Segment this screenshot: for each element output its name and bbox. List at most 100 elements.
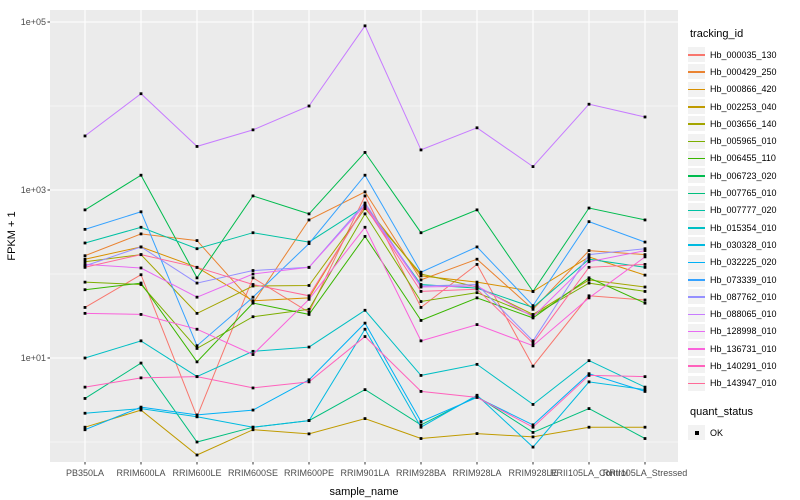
data-point: [307, 380, 311, 384]
data-point: [587, 296, 591, 300]
x-tick-label: RRIM600SE: [227, 468, 279, 478]
series-color-line-icon: [688, 348, 705, 350]
y-tick-label: 1e+01: [20, 352, 46, 363]
series-color-line-icon: [688, 330, 705, 333]
x-tick-label: RRIM928LE: [508, 468, 558, 478]
data-point: [363, 212, 367, 216]
legend-item: Hb_087762_010: [688, 288, 800, 305]
data-point: [531, 304, 535, 308]
legend-item-label: Hb_006723_020: [710, 170, 777, 181]
data-point: [643, 240, 647, 244]
data-point: [587, 407, 591, 410]
data-point: [643, 385, 647, 389]
data-point: [587, 102, 591, 106]
y-tick-label: 1e+05: [20, 16, 46, 27]
data-point: [643, 425, 647, 429]
data-point: [195, 413, 199, 417]
data-point: [307, 419, 311, 422]
data-point: [251, 425, 255, 429]
data-point: [475, 126, 479, 130]
data-point: [307, 284, 311, 287]
legend-item-label: Hb_007777_020: [710, 205, 777, 216]
data-point: [139, 245, 143, 249]
data-point: [531, 425, 535, 429]
legend-quant-section: quant_status OK: [688, 406, 800, 441]
data-point: [251, 276, 255, 280]
data-point: [307, 212, 311, 216]
legend-item-label: Hb_030328_010: [710, 239, 777, 250]
data-point: [139, 273, 143, 277]
data-point: [139, 405, 143, 409]
data-point: [307, 104, 311, 108]
legend-item-label: Hb_000866_420: [710, 84, 777, 95]
data-point: [587, 220, 591, 224]
data-point: [363, 388, 367, 392]
data-point: [419, 425, 423, 429]
data-point: [587, 359, 591, 363]
data-point: [419, 148, 423, 152]
data-point: [531, 435, 535, 439]
legend-item-label: Hb_003656_140: [710, 118, 777, 129]
data-point: [251, 272, 255, 276]
data-point: [83, 264, 87, 268]
data-point: [83, 265, 87, 269]
data-point: [587, 380, 591, 384]
data-point: [419, 423, 423, 427]
data-point: [307, 296, 311, 300]
legend-key-line-icon: [688, 133, 705, 149]
data-point: [531, 423, 535, 427]
data-point: [83, 385, 87, 389]
series-color-line-icon: [688, 261, 705, 264]
data-point: [307, 310, 311, 314]
data-point: [587, 425, 591, 429]
data-point: [83, 241, 87, 245]
data-point: [475, 245, 479, 249]
legend-key-line-icon: [688, 99, 705, 115]
data-point: [531, 339, 535, 343]
data-point: [251, 295, 255, 299]
legend-key-line-icon: [688, 168, 705, 184]
x-tick-label: RRIM600PE: [283, 468, 335, 478]
data-point: [139, 92, 143, 96]
legend-item-label: Hb_000429_250: [710, 66, 777, 77]
series-color-line-icon: [688, 88, 705, 91]
data-point: [195, 265, 199, 269]
data-point: [251, 353, 255, 356]
series-color-line-icon: [688, 123, 705, 125]
data-point: [419, 270, 423, 274]
data-point: [307, 294, 311, 298]
data-point: [475, 393, 479, 397]
data-point: [307, 378, 311, 382]
data-point: [251, 284, 255, 288]
data-point: [83, 227, 87, 231]
legend-item-label: Hb_005965_010: [710, 136, 777, 147]
data-point: [195, 375, 199, 379]
data-point: [83, 288, 87, 292]
data-point: [363, 327, 367, 331]
data-point: [83, 411, 87, 415]
data-point: [531, 341, 535, 345]
series-color-line-icon: [688, 296, 705, 298]
data-point: [307, 345, 311, 349]
data-point: [251, 349, 255, 353]
data-point: [83, 425, 87, 429]
data-point: [419, 300, 423, 303]
data-point: [83, 260, 87, 264]
legend-item: Hb_030328_010: [688, 236, 800, 253]
data-point: [419, 278, 423, 282]
data-point: [531, 290, 535, 293]
legend-item-label: Hb_088065_010: [710, 309, 777, 320]
data-point: [83, 397, 87, 400]
data-point: [195, 311, 199, 315]
legend-key-line-icon: [688, 81, 705, 97]
data-point: [83, 428, 87, 432]
legend-key-line-icon: [688, 272, 705, 287]
legend-key-line-icon: [688, 323, 705, 339]
data-point: [587, 278, 591, 282]
legend-key-line-icon: [688, 116, 705, 132]
data-point: [587, 374, 591, 377]
data-point: [363, 24, 367, 28]
data-point: [307, 242, 311, 246]
data-point: [83, 134, 87, 138]
